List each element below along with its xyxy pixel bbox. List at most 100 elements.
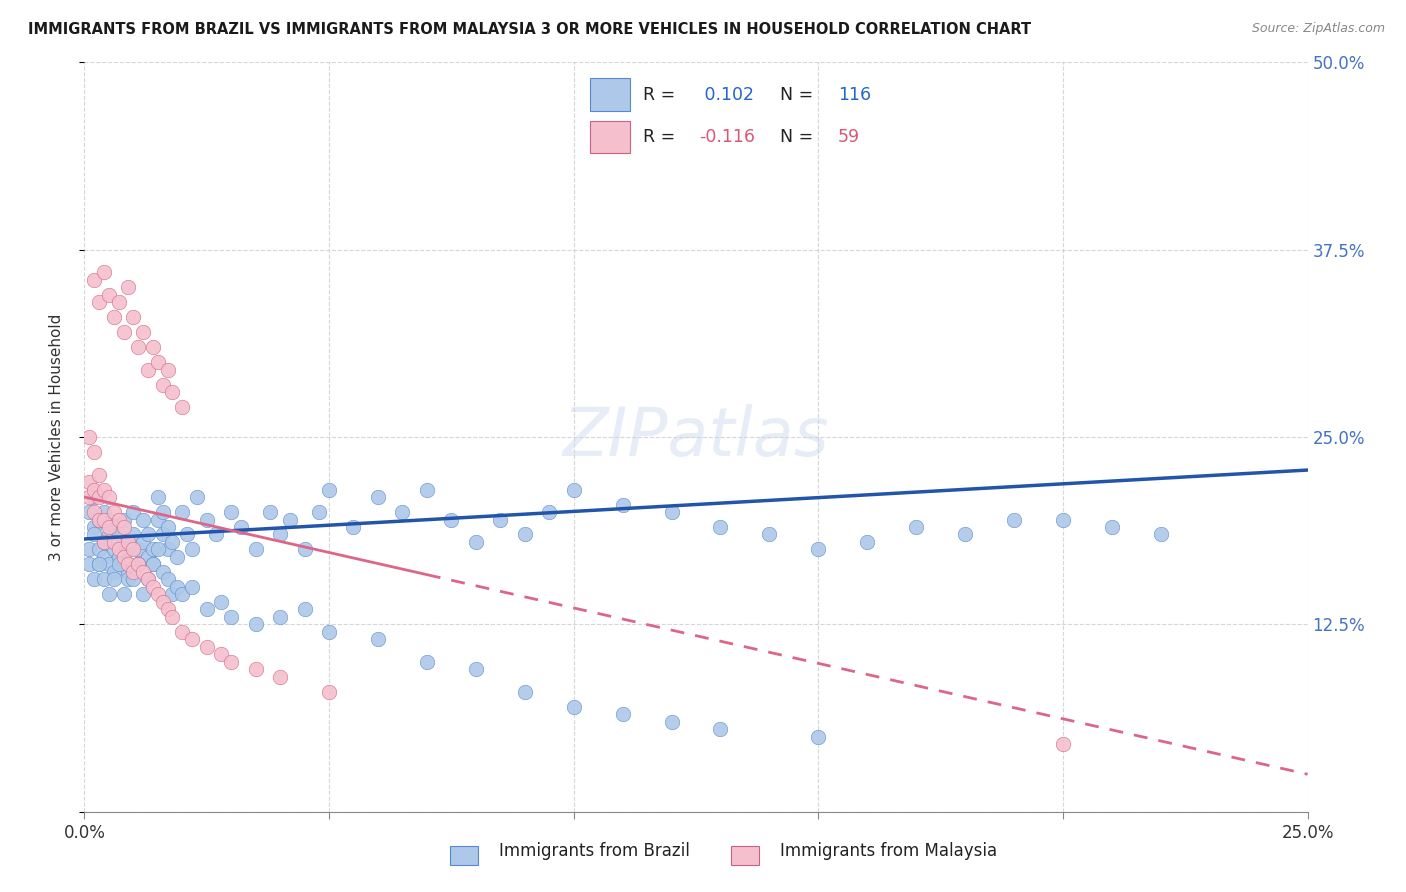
- Point: [146, 490, 169, 504]
- Point: [136, 573, 159, 587]
- Point: [166, 580, 188, 594]
- Point: [152, 565, 174, 579]
- Point: [807, 542, 830, 557]
- Point: [1052, 737, 1074, 751]
- Point: [152, 595, 174, 609]
- Point: [269, 610, 291, 624]
- Point: [661, 714, 683, 729]
- Point: [367, 490, 389, 504]
- Point: [612, 498, 634, 512]
- Point: [132, 512, 155, 526]
- Point: [162, 535, 184, 549]
- Point: [181, 632, 204, 647]
- Point: [513, 527, 536, 541]
- Point: [172, 587, 194, 601]
- Point: [127, 340, 149, 354]
- Point: [117, 535, 139, 549]
- Point: [209, 595, 232, 609]
- Point: [142, 340, 165, 354]
- Point: [156, 573, 179, 587]
- Point: [87, 512, 110, 526]
- Point: [87, 512, 110, 526]
- Point: [132, 565, 155, 579]
- Point: [205, 527, 228, 541]
- Point: [117, 542, 139, 557]
- Point: [905, 520, 928, 534]
- Text: 116: 116: [838, 86, 872, 103]
- Point: [97, 527, 120, 541]
- Point: [758, 527, 780, 541]
- Point: [93, 483, 115, 497]
- Point: [122, 542, 145, 557]
- Point: [294, 602, 316, 616]
- Point: [391, 505, 413, 519]
- Point: [112, 558, 135, 572]
- Point: [219, 655, 242, 669]
- Text: N =: N =: [769, 86, 818, 103]
- Point: [83, 445, 105, 459]
- Point: [156, 362, 179, 376]
- Point: [186, 490, 208, 504]
- Point: [103, 573, 125, 587]
- Point: [136, 549, 159, 564]
- Text: N =: N =: [769, 128, 818, 146]
- Point: [83, 573, 105, 587]
- Point: [245, 662, 267, 676]
- Point: [122, 505, 145, 519]
- Point: [562, 699, 585, 714]
- Point: [87, 542, 110, 557]
- Point: [93, 505, 115, 519]
- Text: Immigrants from Malaysia: Immigrants from Malaysia: [780, 842, 997, 860]
- Point: [513, 685, 536, 699]
- Point: [156, 520, 179, 534]
- Point: [117, 558, 139, 572]
- Point: [107, 527, 129, 541]
- Point: [142, 542, 165, 557]
- Point: [103, 542, 125, 557]
- Point: [146, 587, 169, 601]
- Point: [127, 558, 149, 572]
- Point: [146, 512, 169, 526]
- Point: [103, 535, 125, 549]
- Point: [709, 520, 731, 534]
- Point: [464, 662, 486, 676]
- Point: [107, 558, 129, 572]
- Point: [132, 535, 155, 549]
- Point: [97, 520, 120, 534]
- Point: [136, 573, 159, 587]
- Point: [122, 310, 145, 325]
- Point: [538, 505, 561, 519]
- Point: [156, 602, 179, 616]
- Point: [464, 535, 486, 549]
- Point: [416, 655, 439, 669]
- Point: [83, 520, 105, 534]
- Point: [97, 287, 120, 301]
- Point: [83, 505, 105, 519]
- Point: [122, 573, 145, 587]
- Point: [112, 512, 135, 526]
- Point: [107, 549, 129, 564]
- Point: [172, 505, 194, 519]
- Point: [127, 558, 149, 572]
- Point: [87, 467, 110, 482]
- Point: [103, 565, 125, 579]
- Point: [562, 483, 585, 497]
- Point: [112, 535, 135, 549]
- Point: [112, 549, 135, 564]
- Point: [87, 295, 110, 310]
- Point: [77, 505, 100, 519]
- Point: [440, 512, 463, 526]
- Point: [83, 273, 105, 287]
- Point: [229, 520, 252, 534]
- Point: [142, 558, 165, 572]
- Point: [112, 325, 135, 339]
- Point: [181, 580, 204, 594]
- Point: [122, 527, 145, 541]
- Point: [172, 400, 194, 414]
- Point: [245, 617, 267, 632]
- Point: [181, 542, 204, 557]
- Point: [97, 587, 120, 601]
- Point: [93, 535, 115, 549]
- Point: [83, 527, 105, 541]
- Point: [117, 573, 139, 587]
